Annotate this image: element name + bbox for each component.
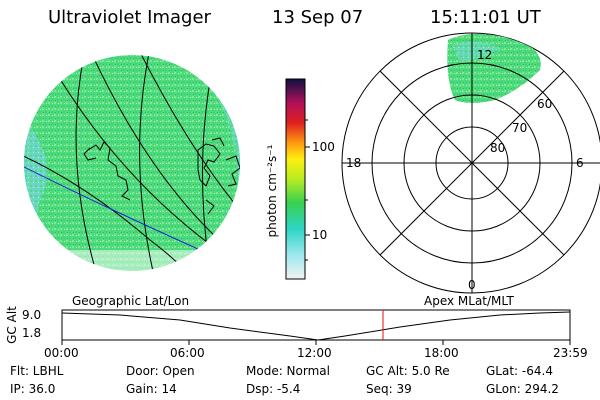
status-seq: Seq: 39 <box>366 382 412 396</box>
geographic-label: Geographic Lat/Lon <box>72 294 190 308</box>
polar-plot <box>341 32 600 294</box>
instrument-title: Ultraviolet Imager <box>48 7 211 28</box>
altitude-ytick-min: 1.8 <box>22 326 42 340</box>
status-glat: GLat: -64.4 <box>486 364 553 378</box>
xtick-0600: 06:00 <box>170 346 205 360</box>
mlt-label-18: 18 <box>346 156 362 170</box>
status-gain: Gain: 14 <box>126 382 177 396</box>
lat-label-70: 70 <box>512 121 528 135</box>
mlt-label-12: 12 <box>477 48 493 62</box>
status-glon: GLon: 294.2 <box>486 382 559 396</box>
xtick-0000: 00:00 <box>44 346 79 360</box>
colorbar-tick-100: 100 <box>312 140 335 154</box>
colorbar-unit: photon cm⁻²s⁻¹ <box>265 144 279 238</box>
lat-label-80: 80 <box>490 141 506 155</box>
xtick-1800: 18:00 <box>424 346 459 360</box>
status-ip: IP: 36.0 <box>10 382 56 396</box>
earth-image <box>24 55 240 271</box>
status-filter: Flt: LBHL <box>10 364 64 378</box>
mlt-label-6: 6 <box>576 156 584 170</box>
altitude-plot <box>61 309 571 345</box>
date-label: 13 Sep 07 <box>272 7 364 28</box>
status-door: Door: Open <box>126 364 195 378</box>
apex-label: Apex MLat/MLT <box>424 294 514 308</box>
status-dsp: Dsp: -5.4 <box>246 382 301 396</box>
colorbar-tick-10: 10 <box>312 228 328 242</box>
xtick-2359: 23:59 <box>553 346 588 360</box>
altitude-ylabel: GC Alt <box>5 306 19 344</box>
mlt-label-0: 0 <box>468 278 476 292</box>
altitude-ytick-max: 9.0 <box>22 308 42 322</box>
colorbar <box>285 78 310 280</box>
lat-label-60: 60 <box>537 97 553 111</box>
status-mode: Mode: Normal <box>246 364 330 378</box>
time-label: 15:11:01 UT <box>430 7 541 28</box>
status-gc-alt: GC Alt: 5.0 Re <box>366 364 450 378</box>
xtick-1200: 12:00 <box>297 346 332 360</box>
